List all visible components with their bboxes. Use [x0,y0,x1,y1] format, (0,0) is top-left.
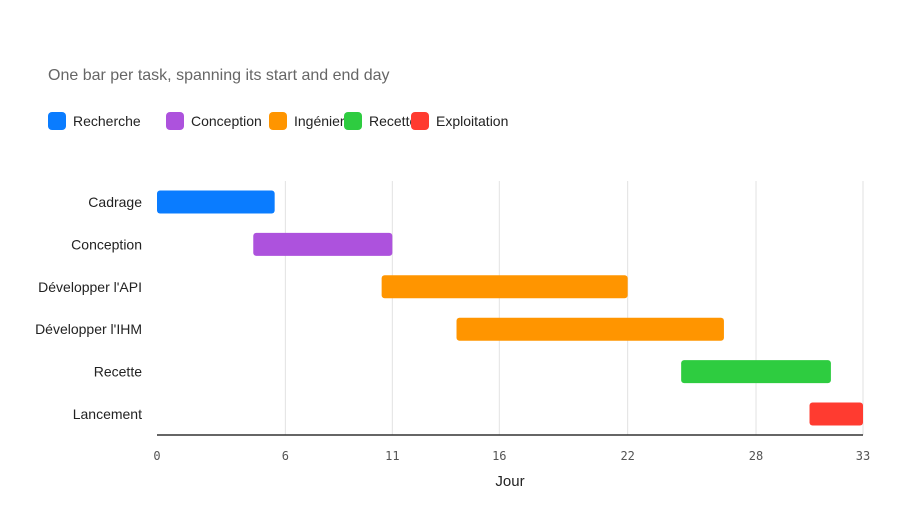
task-bar [253,232,393,256]
task-label: Recette [94,364,142,380]
task-bar [381,275,628,299]
x-axis-title: Jour [495,473,524,490]
task-label: Conception [71,236,142,252]
task-label: Cadrage [88,194,142,210]
x-tick-label: 33 [856,449,870,463]
x-tick-label: 16 [492,449,506,463]
task-bar [809,402,863,426]
legend-label: Recette [369,113,418,129]
task-bar [157,190,275,214]
legend-label: Ingénierie [294,113,356,129]
task-bar [456,317,724,341]
legend-swatch [411,112,429,130]
legend-swatch [48,112,66,130]
legend-swatch [344,112,362,130]
legend-label: Conception [191,113,262,129]
x-tick-label: 11 [385,449,399,463]
chart-subtitle: One bar per task, spanning its start and… [48,67,390,84]
task-label: Développer l'API [38,279,142,295]
x-tick-label: 22 [620,449,634,463]
task-label: Lancement [73,406,142,422]
x-tick-label: 0 [153,449,160,463]
legend-swatch [166,112,184,130]
legend-label: Exploitation [436,113,509,129]
x-tick-label: 6 [282,449,289,463]
task-bar [681,360,831,384]
task-label: Développer l'IHM [35,321,142,337]
legend-swatch [269,112,287,130]
x-tick-label: 28 [749,449,763,463]
legend-label: Recherche [73,113,141,129]
